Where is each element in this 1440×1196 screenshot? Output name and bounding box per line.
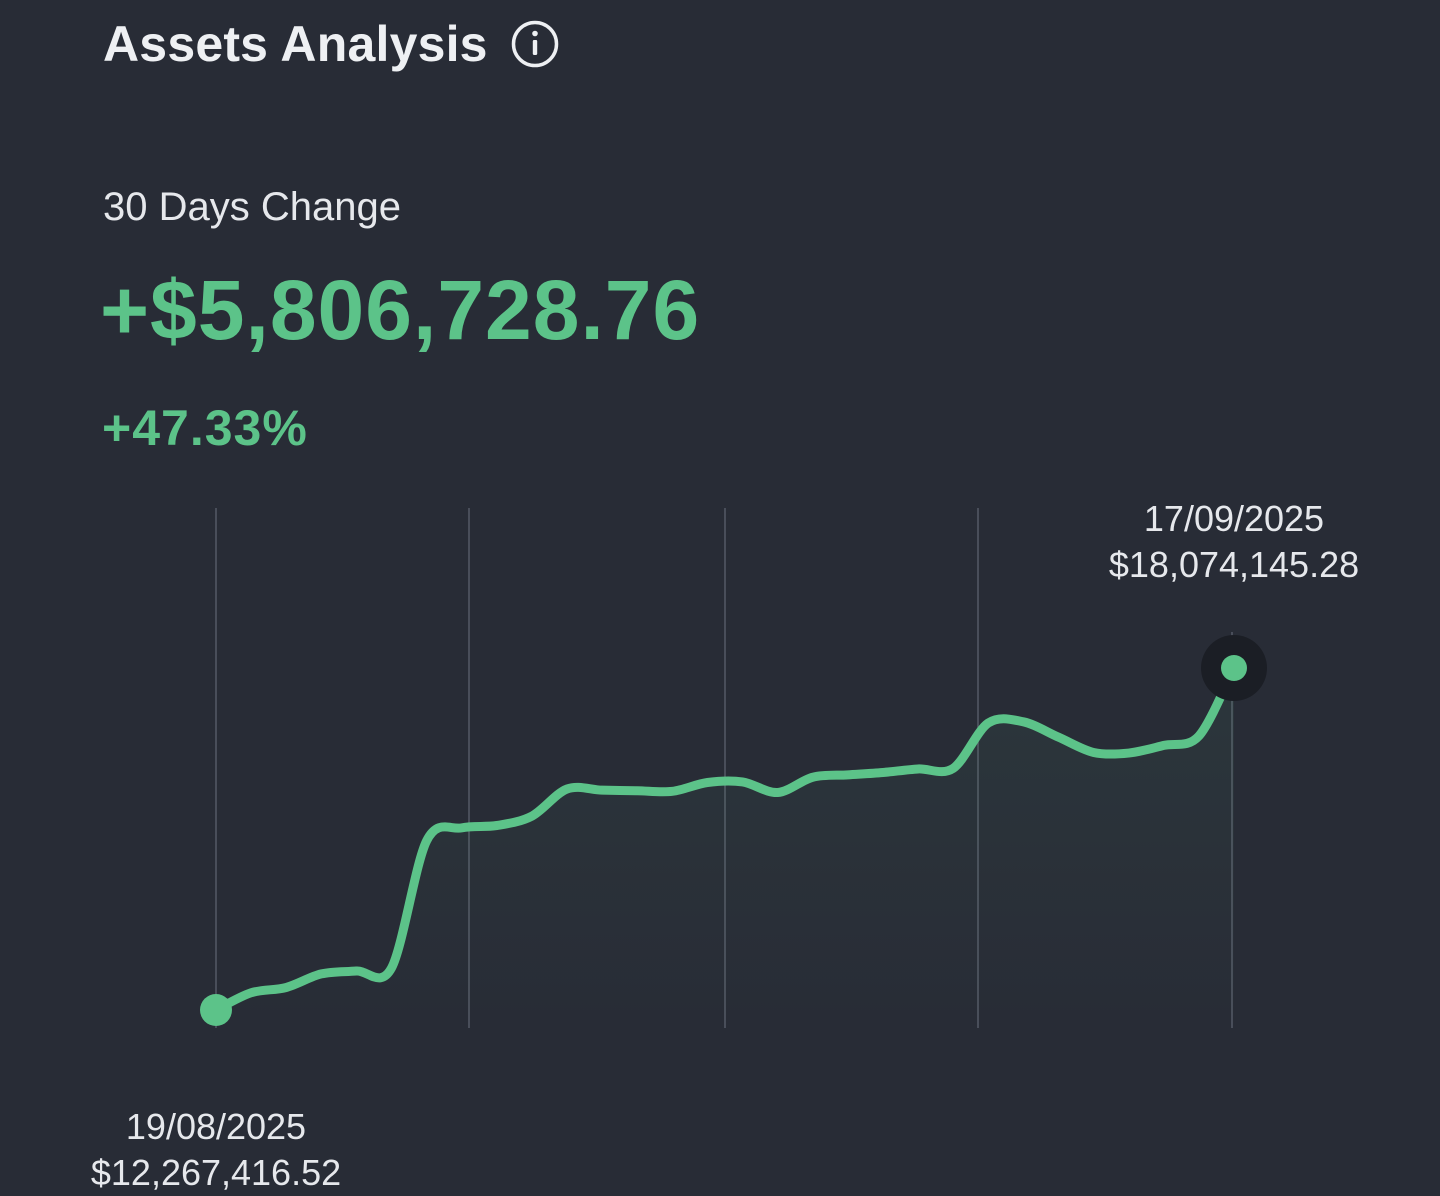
data-point: [1196, 733, 1202, 739]
data-point: [880, 769, 886, 775]
data-point: [845, 772, 851, 778]
data-point: [985, 720, 991, 726]
data-point: [424, 838, 430, 844]
start-date: 19/08/2025: [125, 1106, 307, 1147]
data-point: [740, 779, 746, 785]
end-value: $18,074,145.28: [1108, 544, 1360, 585]
data-point: [318, 971, 324, 977]
change-percent: +47.33%: [102, 400, 308, 456]
data-point: [915, 766, 921, 772]
data-point: [459, 825, 465, 831]
data-point: [1091, 749, 1097, 755]
end-date: 17/09/2025: [1143, 498, 1325, 539]
info-icon[interactable]: [510, 19, 560, 69]
data-point: [564, 786, 570, 792]
end-point-label: 17/09/2025 $18,074,145.28: [1084, 496, 1384, 588]
data-point: [634, 788, 640, 794]
change-amount: +$5,806,728.76: [100, 263, 701, 357]
start-value: $12,267,416.52: [90, 1152, 342, 1193]
data-point: [494, 822, 500, 828]
end-point-marker[interactable]: [1221, 655, 1247, 681]
data-point: [1055, 734, 1061, 740]
data-point: [353, 968, 359, 974]
data-point: [1161, 742, 1167, 748]
data-point: [810, 774, 816, 780]
period-label: 30 Days Change: [103, 185, 401, 229]
data-point: [669, 788, 675, 794]
data-point: [950, 765, 956, 771]
data-point: [529, 813, 535, 819]
data-point: [248, 990, 254, 996]
data-point: [1126, 750, 1132, 756]
header: Assets Analysis: [103, 12, 560, 76]
data-point: [283, 984, 289, 990]
data-point: [599, 787, 605, 793]
data-point: [389, 965, 395, 971]
series-line: [211, 663, 1239, 1015]
chart-area-fill: [216, 668, 1234, 1028]
page-title: Assets Analysis: [103, 16, 488, 72]
data-point: [775, 790, 781, 796]
start-point-label: 19/08/2025 $12,267,416.52: [66, 1104, 366, 1196]
data-point: [1020, 719, 1026, 725]
start-point-marker: [200, 994, 232, 1026]
data-point: [704, 780, 710, 786]
